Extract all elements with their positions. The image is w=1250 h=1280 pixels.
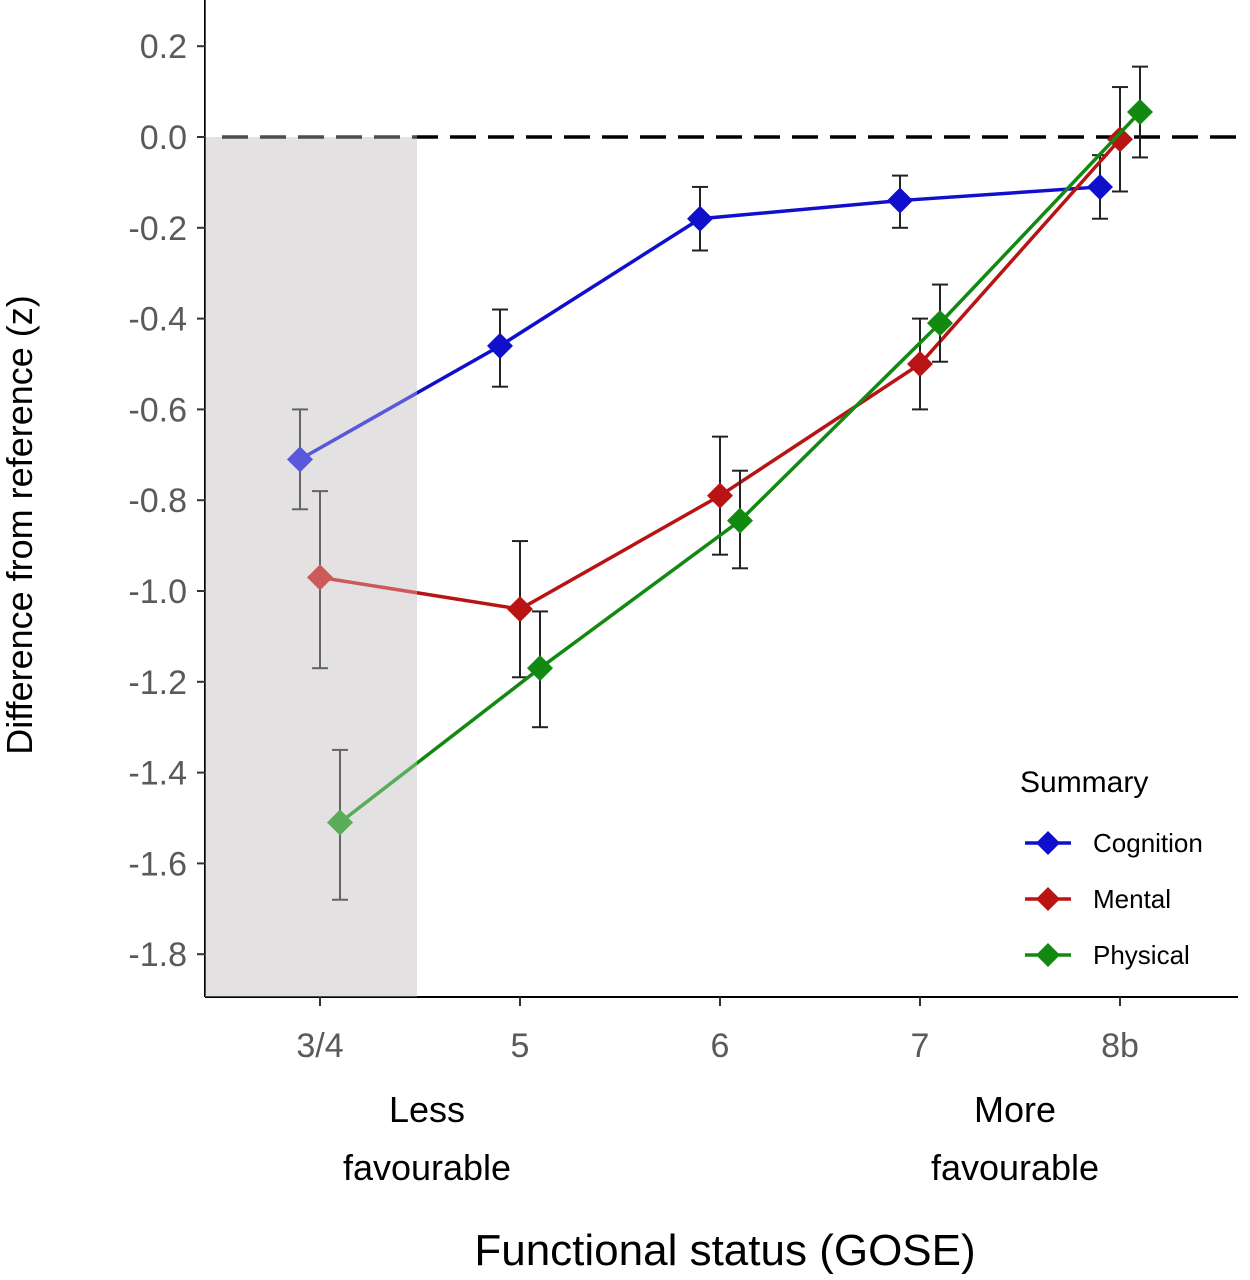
legend-item-cognition: Cognition <box>1025 828 1203 858</box>
legend-marker <box>1036 831 1060 855</box>
y-tick-label: -1.2 <box>128 664 187 702</box>
shaded-region-overlay <box>205 0 417 997</box>
data-point-physical <box>1127 99 1153 126</box>
data-point-cognition <box>687 205 713 232</box>
legend-item-mental: Mental <box>1025 884 1171 914</box>
x-tick-label: 3/4 <box>296 1027 343 1065</box>
x-tick-label: 8b <box>1101 1027 1139 1065</box>
data-point-mental <box>507 596 533 623</box>
data-point-physical <box>927 310 953 337</box>
y-axis-title: Difference from reference (z) <box>0 295 40 755</box>
annotation-less: Less <box>389 1089 465 1130</box>
y-tick-label: -1.6 <box>128 845 187 883</box>
data-point-mental <box>707 482 733 509</box>
y-tick-label: -1.0 <box>128 573 187 611</box>
y-tick-label: -0.4 <box>128 301 187 339</box>
x-tick-label: 5 <box>511 1027 530 1065</box>
x-axis-title: Functional status (GOSE) <box>474 1226 975 1275</box>
legend-label: Physical <box>1093 940 1190 970</box>
annotation-favourable-right: favourable <box>931 1147 1099 1188</box>
data-point-cognition <box>887 187 913 214</box>
shaded-region <box>205 137 417 997</box>
legend-item-physical: Physical <box>1025 940 1190 970</box>
y-tick-label: 0.2 <box>140 28 187 66</box>
y-tick-label: -1.4 <box>128 755 187 793</box>
data-point-cognition <box>487 332 513 359</box>
data-point-physical <box>527 655 553 682</box>
annotation-favourable-left: favourable <box>343 1147 511 1188</box>
data-point-mental <box>907 351 933 377</box>
y-tick-label: -0.2 <box>128 210 187 248</box>
y-tick-label: -0.6 <box>128 391 187 429</box>
legend-label: Cognition <box>1093 828 1203 858</box>
series-line-physical <box>338 110 1142 824</box>
data-point-cognition <box>1087 173 1113 200</box>
data-point-physical <box>727 507 753 534</box>
y-tick-label: -0.8 <box>128 482 187 520</box>
annotation-more: More <box>974 1089 1056 1130</box>
data-point-physical <box>327 809 353 836</box>
x-tick-label: 7 <box>911 1027 930 1065</box>
legend-title: Summary <box>1020 766 1148 799</box>
y-tick-label: 0.0 <box>140 119 187 157</box>
legend-marker <box>1036 943 1060 967</box>
legend-marker <box>1036 887 1060 911</box>
x-tick-label: 6 <box>711 1027 730 1065</box>
data-point-mental <box>307 564 333 591</box>
legend-label: Mental <box>1093 884 1171 914</box>
y-tick-label: -1.8 <box>128 936 187 974</box>
data-point-cognition <box>287 446 313 473</box>
data-point-mental <box>1107 126 1133 153</box>
